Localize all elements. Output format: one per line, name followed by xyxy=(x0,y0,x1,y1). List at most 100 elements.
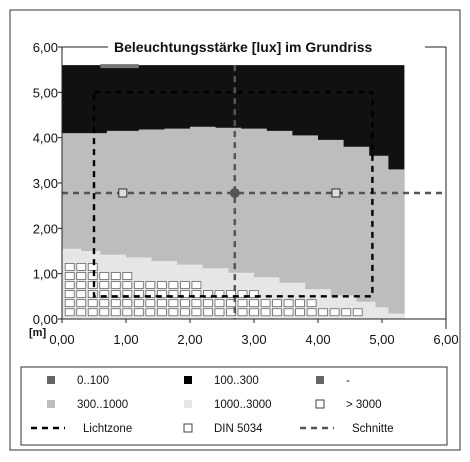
zone-gt-3000-cell xyxy=(110,299,121,308)
zone-gt-3000-cell xyxy=(179,299,190,308)
zone-gt-3000-cell xyxy=(341,308,352,317)
zone-gt-3000-cell xyxy=(329,308,340,317)
zone-gt-3000-cell xyxy=(179,290,190,299)
zone-gt-3000-cell xyxy=(214,290,225,299)
zone-gt-3000-cell xyxy=(122,308,133,317)
zone-gt-3000-cell xyxy=(260,308,271,317)
zone-gt-3000-cell xyxy=(76,290,87,299)
zone-gt-3000-cell xyxy=(99,308,110,317)
zone-gt-3000-cell xyxy=(249,290,259,299)
zone-gt-3000-cell xyxy=(318,308,329,317)
zone-gt-3000-cell xyxy=(168,290,179,299)
zone-gt-3000-cell xyxy=(203,290,213,299)
zone-gt-3000-cell xyxy=(249,299,259,308)
zone-gt-3000-cell xyxy=(214,299,225,308)
zone-gt-3000-cell xyxy=(352,308,363,317)
zone-gt-3000-cell xyxy=(168,299,179,308)
zone-gt-3000-cell xyxy=(168,308,179,317)
zone-gt-3000-cell xyxy=(283,308,294,317)
zone-gt-3000-cell xyxy=(122,299,133,308)
legend-swatch xyxy=(47,376,55,384)
zone-gt-3000-cell xyxy=(156,290,167,299)
zone-gt-3000-cell xyxy=(87,299,98,308)
y-tick-label: 2,00 xyxy=(33,221,58,236)
zone-gt-3000-cell xyxy=(214,308,225,317)
din5034-point xyxy=(331,188,341,198)
legend-swatch xyxy=(316,376,324,384)
legend-label: 300..1000 xyxy=(77,399,128,411)
zone-gt-3000-cell xyxy=(76,308,87,317)
zone-gt-3000-cell xyxy=(133,299,144,308)
legend-swatch xyxy=(315,399,325,409)
legend-label: > 3000 xyxy=(346,399,382,411)
zone-gt-3000-cell xyxy=(64,299,75,308)
zone-gt-3000-cell xyxy=(226,290,236,299)
zone-gt-3000-cell xyxy=(87,290,98,299)
x-tick-label: 1,00 xyxy=(113,332,138,347)
zone-gt-3000-cell xyxy=(122,290,133,299)
zone-gt-3000-cell xyxy=(87,308,98,317)
zone-gt-3000-cell xyxy=(272,308,282,317)
zone-gt-3000-cell xyxy=(156,299,167,308)
x-tick-label: 5,00 xyxy=(369,332,394,347)
zone-gt-3000-cell xyxy=(64,272,75,280)
legend-label: Lichtzone xyxy=(83,423,132,435)
legend-label: 100..300 xyxy=(214,375,259,387)
zone-gt-3000-cell xyxy=(295,299,306,308)
zone-gt-3000-cell xyxy=(145,308,156,317)
zone-gt-3000-cell xyxy=(76,281,87,289)
zone-gt-3000-cell xyxy=(295,308,306,317)
y-tick-label: 3,00 xyxy=(33,176,58,191)
axis-unit-label: [m] xyxy=(29,327,46,339)
zone-gt-3000-cell xyxy=(110,281,121,289)
zone-gt-3000-cell xyxy=(145,299,156,308)
x-tick-label: 6,00 xyxy=(433,332,458,347)
zone-gt-3000-cell xyxy=(87,272,98,280)
zone-gt-3000-cell xyxy=(226,299,236,308)
zone-gt-3000-cell xyxy=(249,308,259,317)
y-tick-label: 4,00 xyxy=(33,131,58,146)
zone-gt-3000-cell xyxy=(191,308,202,317)
zone-gt-3000-cell xyxy=(64,290,75,299)
zone-gt-3000-cell xyxy=(237,290,248,299)
x-tick-label: 3,00 xyxy=(241,332,266,347)
zone-gt-3000-cell xyxy=(306,308,317,317)
y-tick-label: 6,00 xyxy=(33,40,58,55)
zone-gt-3000-cell xyxy=(272,299,282,308)
legend-swatch xyxy=(184,400,192,408)
zone-gt-3000-cell xyxy=(110,308,121,317)
zone-gt-3000-cell xyxy=(145,290,156,299)
legend-frame xyxy=(20,366,448,446)
zone-gt-3000-cell xyxy=(122,281,133,289)
zone-gt-3000-cell xyxy=(237,308,248,317)
zone-gt-3000-cell xyxy=(122,272,133,280)
zone-gt-3000-cell xyxy=(156,281,167,289)
zone-gt-3000-cell xyxy=(99,299,110,308)
y-tick-label: 5,00 xyxy=(33,85,58,100)
zone-gt-3000-cell xyxy=(110,290,121,299)
zone-gt-3000-cell xyxy=(283,299,294,308)
zone-gt-3000-cell xyxy=(306,299,317,308)
legend-swatch xyxy=(183,423,193,433)
zone-gt-3000-cell xyxy=(99,272,110,280)
axes: 0,00 1,00 2,00 3,00 4,00 5,00 6,00 0,00 1,00 2,00… xyxy=(33,40,459,347)
zone-gt-3000-cell xyxy=(237,299,248,308)
x-tick-label: 2,00 xyxy=(177,332,202,347)
plot-area xyxy=(62,64,446,319)
lichtzone-outline xyxy=(92,91,374,298)
y-tick-label: 0,00 xyxy=(33,312,58,327)
legend-label: 0..100 xyxy=(77,375,109,387)
legend-label: 1000..3000 xyxy=(214,399,272,411)
x-tick-label: 4,00 xyxy=(305,332,330,347)
zone-gt-3000-cell xyxy=(191,299,202,308)
zone-gt-3000-cell xyxy=(191,290,202,299)
zone-gt-3000-cell xyxy=(110,272,121,280)
din5034-point-center xyxy=(229,187,240,198)
zone-gt-3000-cell xyxy=(133,281,144,289)
zone-gt-3000-cell xyxy=(203,299,213,308)
zone-gt-3000-cell xyxy=(179,308,190,317)
zone-gt-3000-cell xyxy=(145,281,156,289)
zone-gt-3000-cell xyxy=(87,281,98,289)
zone-gt-3000-cell xyxy=(168,281,179,289)
